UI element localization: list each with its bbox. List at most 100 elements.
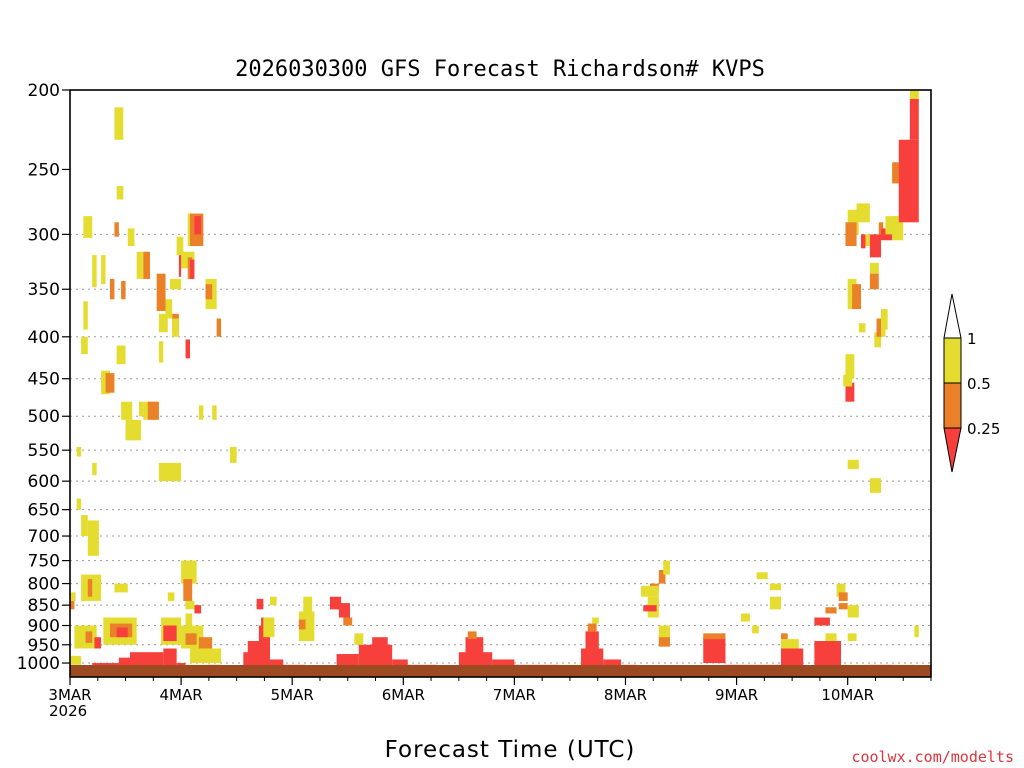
ri-cell-95 <box>343 617 353 626</box>
ri-cell-41 <box>212 405 217 420</box>
time-axis: 3MAR 4MAR 5MAR 6MAR 7MAR 8MAR 9MAR 10MAR <box>48 677 932 704</box>
ri-cell-50 <box>87 579 93 597</box>
legend-swatch-yellow <box>943 337 962 384</box>
ri-cell-11 <box>156 273 166 311</box>
ri-cell-43 <box>92 462 97 476</box>
y-tick-label-950: 950 <box>28 636 60 656</box>
x-tick-label-4MAR: 4MAR <box>160 686 203 704</box>
ri-cell-106 <box>492 659 515 665</box>
ri-cell-158 <box>852 284 862 310</box>
ri-cell-69 <box>94 637 102 649</box>
ri-cell-104 <box>465 637 484 655</box>
ri-cell-72 <box>118 657 130 665</box>
ri-cell-61 <box>116 627 128 638</box>
ri-cell-162 <box>876 318 882 337</box>
ri-cell-165 <box>869 262 879 274</box>
ri-cell-83 <box>269 659 284 665</box>
ri-cell-71 <box>92 663 119 665</box>
ri-cell-65 <box>185 633 197 645</box>
ri-cell-70 <box>70 655 82 665</box>
y-tick-label-550: 550 <box>28 441 60 461</box>
credit-link[interactable]: coolwx.com/modelts <box>851 748 1014 766</box>
ri-cell-140 <box>836 583 846 597</box>
ri-cell-18 <box>169 278 182 290</box>
ground-level-bar <box>70 665 931 677</box>
ri-cell-19 <box>172 318 179 337</box>
ri-cell-34 <box>105 373 115 393</box>
ri-cell-168 <box>869 234 882 258</box>
ri-cell-66 <box>194 605 202 614</box>
ri-cell-110 <box>585 631 599 649</box>
ri-cell-51 <box>181 560 197 584</box>
ri-cell-26 <box>189 259 195 279</box>
ri-cell-175 <box>909 98 919 140</box>
y-tick-label-200: 200 <box>28 81 60 101</box>
ri-cell-92 <box>303 596 313 614</box>
ri-cell-0 <box>114 107 124 140</box>
y-tick-label-800: 800 <box>28 575 60 595</box>
ri-cell-2 <box>83 216 93 238</box>
y-tick-label-600: 600 <box>28 472 60 492</box>
pressure-axis: 200 250 300 350 400 450 500 550 600 650 700 750 8008… <box>17 81 70 674</box>
legend-label-0.25: 0.25 <box>967 420 1000 438</box>
ri-cell-141 <box>838 592 848 601</box>
ri-cell-45 <box>229 446 237 463</box>
ri-cell-90 <box>298 611 315 642</box>
ri-cell-149 <box>869 478 882 493</box>
x-tick-label-8MAR: 8MAR <box>604 686 647 704</box>
ri-cell-48 <box>87 520 99 556</box>
ri-cell-93 <box>329 596 342 610</box>
ri-cell-125 <box>703 633 726 640</box>
ri-cell-44 <box>158 462 182 482</box>
ri-cell-30 <box>158 341 164 363</box>
ri-cell-73 <box>129 652 164 665</box>
ri-cell-67 <box>74 625 97 649</box>
x-axis-start-year: 2026 <box>49 702 87 720</box>
richardson-cells <box>70 90 919 665</box>
y-tick-label-250: 250 <box>28 160 60 180</box>
x-tick-label-9MAR: 9MAR <box>715 686 758 704</box>
ri-cell-63 <box>163 625 177 642</box>
ri-cell-80 <box>198 637 213 649</box>
ri-cell-121 <box>658 635 670 647</box>
ri-cell-117 <box>641 585 659 597</box>
y-tick-label-350: 350 <box>28 280 60 300</box>
ri-cell-112 <box>592 617 599 624</box>
ri-cell-166 <box>869 273 879 290</box>
ri-cell-14 <box>158 313 168 333</box>
ri-cell-53 <box>185 600 195 610</box>
ri-cell-128 <box>752 625 759 634</box>
y-tick-label-650: 650 <box>28 501 60 521</box>
ri-cell-142 <box>838 603 848 610</box>
ri-cell-143 <box>847 605 859 618</box>
ri-cell-144 <box>847 633 857 642</box>
ri-cell-82 <box>247 641 270 665</box>
ri-cell-150 <box>845 354 855 379</box>
ri-cell-169 <box>878 222 884 235</box>
ri-cell-27 <box>178 255 182 277</box>
ri-cell-98 <box>358 644 393 665</box>
ri-cell-47 <box>81 515 88 537</box>
ri-cell-122 <box>658 625 670 638</box>
ri-cell-120 <box>643 605 657 612</box>
ri-cell-172 <box>892 216 904 241</box>
ri-cell-68 <box>85 631 93 643</box>
ri-cell-113 <box>603 659 622 665</box>
legend-swatch-orange <box>943 382 962 429</box>
ri-cell-159 <box>858 323 866 333</box>
y-tick-label-450: 450 <box>28 370 60 390</box>
ri-cell-124 <box>703 637 726 664</box>
ri-cell-154 <box>845 222 857 247</box>
y-tick-label-500: 500 <box>28 407 60 427</box>
ri-cell-153 <box>847 209 859 235</box>
ri-cell-3 <box>114 222 119 237</box>
legend-arrow-top <box>943 293 962 339</box>
ri-cell-23 <box>194 216 202 235</box>
ri-cell-58 <box>70 600 75 610</box>
ri-cell-134 <box>781 633 788 640</box>
ri-cell-131 <box>769 596 782 610</box>
ri-cell-130 <box>769 583 782 591</box>
ri-cell-164 <box>861 234 866 249</box>
ri-cell-17 <box>205 284 213 300</box>
